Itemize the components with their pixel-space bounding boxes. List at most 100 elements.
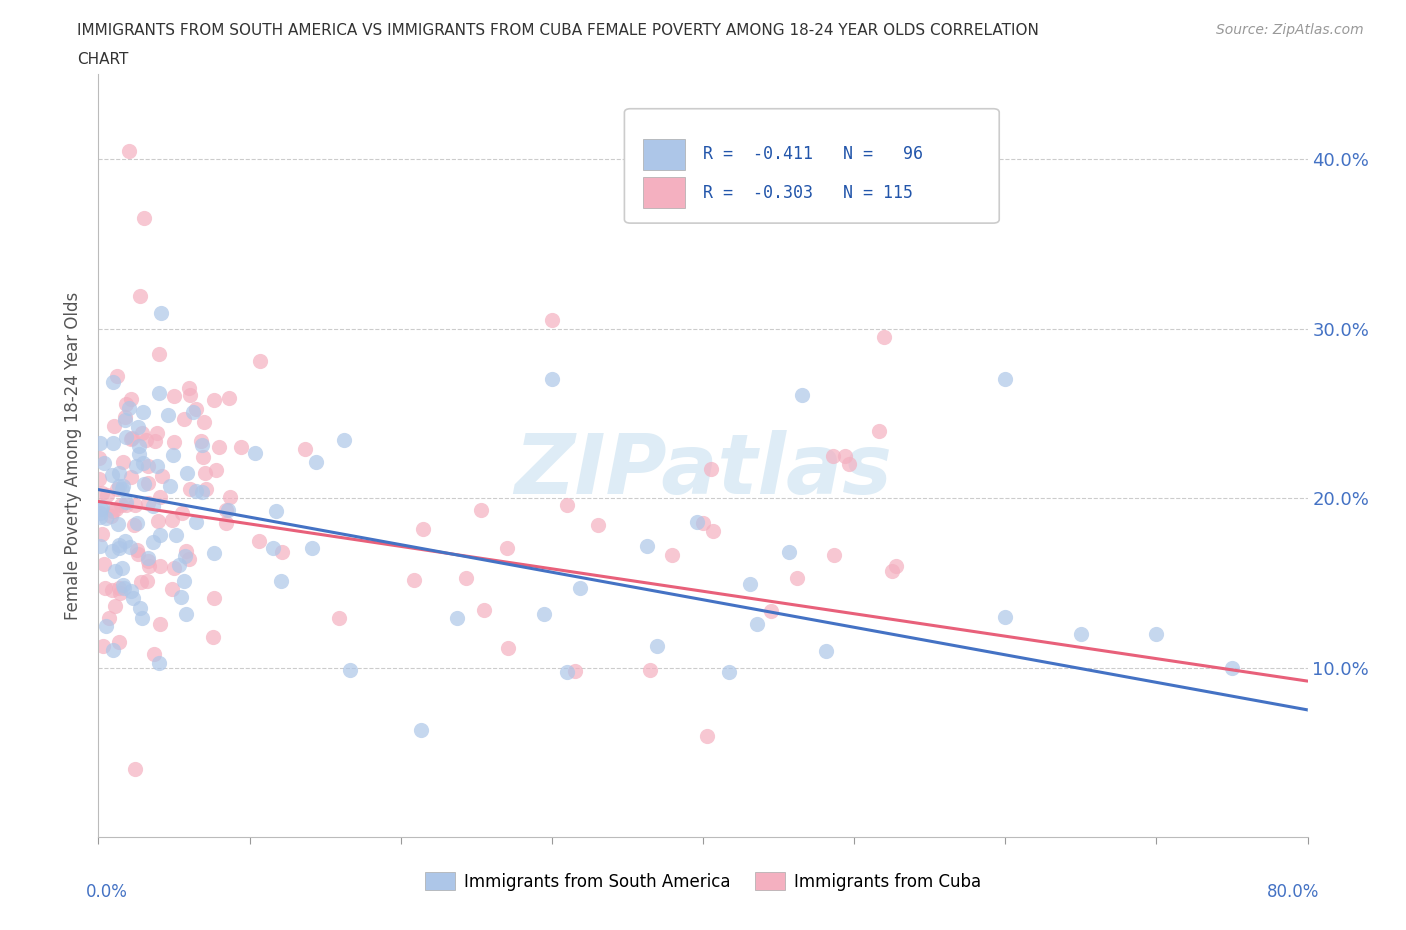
Point	[162, 512, 184, 527]
Point	[90, 485, 112, 500]
Point	[229, 439, 252, 454]
Point	[110, 586, 132, 601]
Point	[195, 482, 218, 497]
Point	[120, 391, 142, 405]
Point	[146, 458, 169, 473]
Point	[186, 514, 208, 529]
Point	[108, 538, 131, 552]
Point	[702, 524, 724, 538]
Point	[89, 435, 111, 450]
Point	[132, 477, 155, 492]
Point	[136, 458, 159, 473]
Point	[169, 558, 191, 573]
Point	[496, 641, 519, 656]
Point	[1144, 626, 1167, 641]
Point	[98, 611, 121, 626]
Point	[745, 617, 768, 631]
Point	[100, 543, 122, 558]
Point	[328, 611, 350, 626]
Point	[202, 546, 225, 561]
Point	[176, 543, 198, 558]
Point	[700, 461, 723, 476]
Point	[873, 329, 896, 344]
Point	[127, 546, 149, 561]
Point	[136, 476, 159, 491]
Point	[101, 375, 124, 390]
Point	[301, 540, 323, 555]
Point	[128, 446, 150, 461]
Point	[564, 664, 586, 679]
Point	[173, 411, 195, 426]
Point	[115, 430, 138, 445]
Point	[184, 402, 207, 417]
Point	[115, 495, 138, 510]
Point	[661, 547, 683, 562]
Point	[172, 505, 194, 520]
Point	[156, 408, 179, 423]
FancyBboxPatch shape	[643, 178, 685, 208]
Point	[160, 581, 183, 596]
Point	[125, 458, 148, 473]
Point	[814, 643, 837, 658]
Point	[148, 513, 170, 528]
Text: R =  -0.411   N =   96: R = -0.411 N = 96	[703, 145, 922, 164]
Point	[90, 500, 112, 515]
Text: R =  -0.303   N = 115: R = -0.303 N = 115	[703, 183, 912, 202]
Y-axis label: Female Poverty Among 18-24 Year Olds: Female Poverty Among 18-24 Year Olds	[65, 292, 83, 619]
Point	[568, 580, 591, 595]
Point	[555, 664, 578, 679]
Point	[173, 574, 195, 589]
Point	[446, 611, 468, 626]
Point	[456, 571, 478, 586]
Point	[778, 545, 800, 560]
Point	[93, 456, 115, 471]
Point	[184, 484, 207, 498]
Point	[159, 478, 181, 493]
Point	[94, 580, 117, 595]
Point	[103, 598, 125, 613]
Point	[409, 723, 432, 737]
Point	[823, 448, 845, 463]
Text: IMMIGRANTS FROM SOUTH AMERICA VS IMMIGRANTS FROM CUBA FEMALE POVERTY AMONG 18-24: IMMIGRANTS FROM SOUTH AMERICA VS IMMIGRA…	[77, 23, 1039, 38]
Point	[120, 584, 142, 599]
Point	[305, 455, 328, 470]
Point	[193, 415, 215, 430]
Point	[163, 560, 186, 575]
Point	[112, 578, 135, 592]
Point	[202, 591, 225, 605]
Point	[132, 405, 155, 419]
Point	[107, 517, 129, 532]
Point	[148, 347, 170, 362]
Point	[294, 442, 316, 457]
Point	[191, 485, 214, 499]
Point	[87, 472, 110, 486]
Point	[100, 509, 122, 524]
Point	[1220, 660, 1243, 675]
Point	[638, 663, 661, 678]
Point	[120, 469, 142, 484]
Point	[790, 388, 813, 403]
Point	[162, 447, 184, 462]
Point	[132, 211, 155, 226]
Point	[179, 387, 201, 402]
Point	[105, 501, 128, 516]
Point	[994, 372, 1017, 387]
Point	[165, 528, 187, 543]
Point	[163, 435, 186, 450]
Text: CHART: CHART	[77, 52, 129, 67]
Point	[131, 426, 153, 441]
Point	[89, 509, 111, 524]
Point	[96, 619, 118, 634]
Point	[101, 643, 124, 658]
Point	[128, 439, 150, 454]
Point	[219, 490, 242, 505]
Point	[96, 487, 118, 502]
Legend: Immigrants from South America, Immigrants from Cuba: Immigrants from South America, Immigrant…	[419, 865, 987, 897]
Point	[176, 465, 198, 480]
Point	[179, 482, 201, 497]
Point	[108, 540, 131, 555]
Point	[135, 432, 157, 447]
Point	[132, 456, 155, 471]
Point	[249, 353, 271, 368]
Point	[122, 518, 145, 533]
